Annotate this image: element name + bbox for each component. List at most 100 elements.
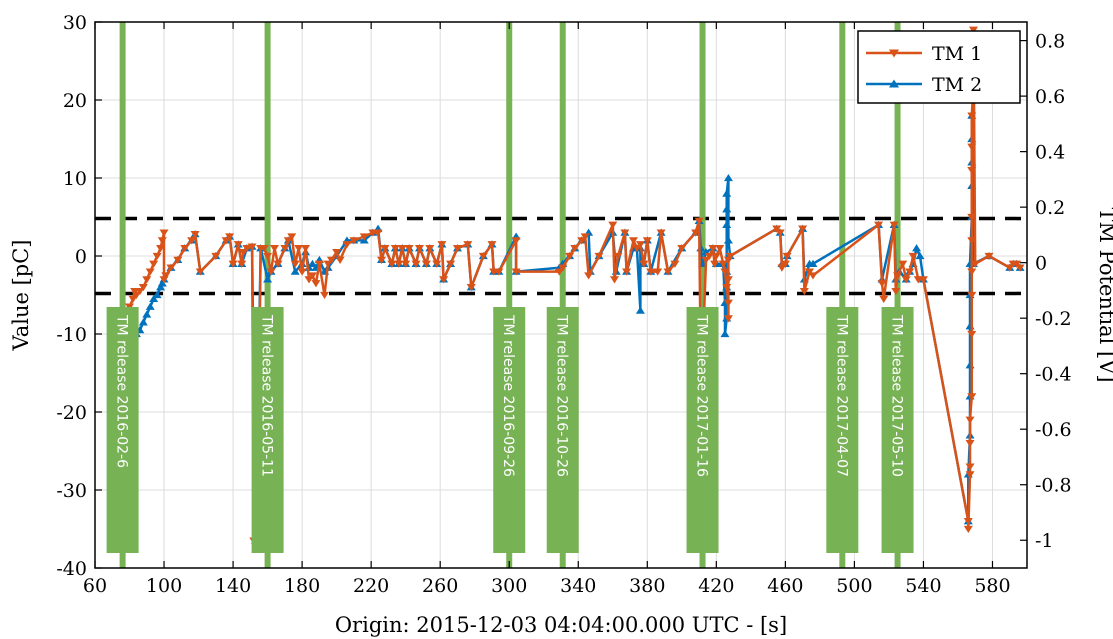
data-point [156, 245, 166, 253]
data-point [704, 252, 714, 261]
data-point [632, 245, 642, 253]
data-point [874, 221, 884, 229]
data-point [772, 225, 782, 233]
data-point [653, 268, 663, 276]
release-label-box [826, 307, 859, 553]
y-axis-right-title: TM Potential [V] [1095, 207, 1113, 382]
x-axis-ticks: 60 100 140 180 220 260 300 340 380 420 460 500 540 58… [83, 22, 1011, 597]
data-point [620, 229, 630, 237]
data-point [677, 245, 687, 253]
data-point [642, 237, 652, 245]
data-point [967, 213, 977, 222]
x-tick-label: 500 [836, 575, 872, 597]
data-point [722, 220, 732, 228]
data-point [494, 268, 504, 276]
data-point [307, 259, 317, 267]
data-point [565, 252, 575, 261]
y-tick-label: 20 [63, 90, 87, 112]
data-point [901, 276, 911, 284]
data-point [290, 267, 300, 275]
y-right-tick-label: 0.8 [1035, 31, 1065, 53]
data-point [311, 280, 321, 288]
data-point [149, 294, 159, 303]
data-point [297, 268, 307, 276]
data-point [332, 248, 342, 257]
data-point [280, 245, 290, 253]
data-point [967, 291, 977, 300]
data-point [397, 245, 407, 253]
data-point [159, 229, 169, 237]
release-label: TM release 2016-05-11 [259, 314, 275, 477]
data-point [805, 268, 815, 276]
data-point [377, 256, 387, 264]
data-point [487, 241, 497, 249]
data-point [720, 268, 730, 276]
data-point [411, 260, 421, 268]
data-point [967, 393, 977, 401]
data-point [294, 245, 304, 253]
data-point [1012, 260, 1022, 268]
data-point [608, 221, 618, 229]
data-point [965, 416, 975, 424]
data-point [157, 237, 167, 245]
data-point [287, 233, 297, 241]
release-label-box [493, 307, 526, 553]
data-point [691, 229, 701, 237]
data-point [711, 252, 721, 261]
release-label: TM release 2016-02-6 [114, 314, 130, 468]
data-point [635, 306, 645, 314]
data-point [432, 260, 442, 268]
data-point [723, 276, 733, 284]
data-point [511, 268, 521, 276]
data-point [242, 245, 252, 253]
y-tick-label: -30 [56, 480, 87, 502]
data-point [446, 260, 456, 268]
data-point [221, 237, 231, 245]
data-point [635, 241, 645, 249]
data-point [915, 251, 925, 260]
data-point [152, 290, 162, 299]
x-tick-label: 580 [974, 575, 1010, 597]
data-point [187, 237, 197, 245]
data-point [135, 287, 145, 296]
data-point [225, 233, 235, 241]
data-point [263, 275, 273, 283]
data-point [984, 252, 994, 261]
data-point [452, 245, 462, 253]
y-right-tick-label: -0.2 [1035, 308, 1072, 330]
data-point [965, 361, 975, 369]
y-tick-label: -10 [56, 324, 87, 346]
data-point [722, 205, 732, 213]
y-right-tick-label: 0.6 [1035, 86, 1065, 108]
data-point [266, 268, 276, 276]
data-point [414, 245, 424, 253]
data-point [273, 260, 283, 268]
data-point [967, 268, 977, 276]
data-point [180, 245, 190, 253]
data-point [967, 143, 977, 151]
data-point [722, 284, 732, 292]
y-right-tick-label: 0.2 [1035, 197, 1065, 219]
data-point [723, 173, 733, 182]
release-label-box [881, 307, 914, 553]
data-point [359, 233, 369, 241]
data-point [722, 189, 732, 197]
release-label: TM release 2016-10-26 [554, 314, 570, 477]
y-axis-ticks: -40 -30 -20 -10 0 10 20 30 [56, 12, 102, 580]
data-point [584, 272, 594, 280]
data-point [967, 330, 977, 339]
data-point [349, 237, 359, 245]
data-point [463, 241, 473, 249]
data-point [195, 268, 205, 276]
data-point [580, 233, 590, 241]
release-label-box [546, 307, 579, 553]
data-point [725, 252, 735, 261]
data-point [1005, 264, 1015, 272]
data-point [259, 245, 269, 253]
y-tick-label: -40 [56, 558, 87, 580]
data-point [908, 252, 918, 261]
data-point [320, 291, 330, 300]
data-point [710, 260, 720, 268]
data-point [269, 245, 279, 253]
release-label-box [251, 307, 284, 553]
